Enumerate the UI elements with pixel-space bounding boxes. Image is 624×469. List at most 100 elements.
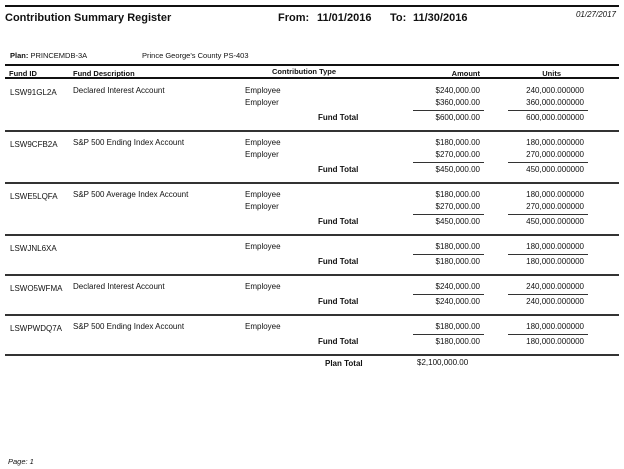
fund-group: LSW9CFB2A S&P 500 Ending Index Account Emp… [5, 132, 619, 184]
units-underline [508, 110, 588, 111]
fund-group: LSWO5WFMA Declared Interest Account Employ… [5, 276, 619, 316]
fund-id: LSWE5LQFA [10, 192, 58, 201]
amount-underline [413, 214, 484, 215]
col-amount: Amount [451, 69, 480, 78]
header-top-rule [5, 64, 619, 66]
units: 360,000.000000 [526, 98, 584, 107]
units-underline [508, 254, 588, 255]
fund-id: LSW9CFB2A [10, 140, 58, 149]
units: 240,000.000000 [526, 282, 584, 291]
run-date: 01/27/2017 [575, 10, 616, 19]
to-label: To: [390, 12, 407, 24]
fund-total-row: Fund Total $450,000.00 450,000.000000 [5, 161, 619, 176]
contribution-type: Employee [245, 282, 281, 291]
fund-total-amount: $180,000.00 [435, 337, 481, 346]
fund-total-units: 600,000.000000 [526, 113, 584, 122]
plan-info: Plan: PRINCEMDB-3A [10, 51, 87, 60]
fund-group: LSWPWDQ7A S&P 500 Ending Index Account Emp… [5, 316, 619, 356]
units: 180,000.000000 [526, 190, 584, 199]
amount-underline [413, 110, 484, 111]
plan-total-label: Plan Total [325, 359, 363, 368]
table-row: LSWO5WFMA Declared Interest Account Employ… [5, 281, 619, 293]
table-row: Employer $270,000.00 270,000.000000 [5, 149, 619, 161]
to-date: 11/30/2016 [413, 12, 468, 24]
contribution-type: Employee [245, 86, 281, 95]
fund-total-units: 180,000.000000 [526, 257, 584, 266]
header-bottom-rule [5, 77, 619, 79]
fund-total-row: Fund Total $180,000.00 180,000.000000 [5, 253, 619, 268]
col-fund-description: Fund Description [73, 69, 135, 78]
fund-total-row: Fund Total $180,000.00 180,000.000000 [5, 333, 619, 348]
amount-underline [413, 254, 484, 255]
fund-total-row: Fund Total $240,000.00 240,000.000000 [5, 293, 619, 308]
table-row: LSWJNL6XA Employee $180,000.00 180,000.0000… [5, 241, 619, 253]
table-row: Employer $360,000.00 360,000.000000 [5, 97, 619, 109]
table-row: LSW91GL2A Declared Interest Account Employ… [5, 85, 619, 97]
fund-total-units: 240,000.000000 [526, 297, 584, 306]
contribution-type: Employer [245, 150, 279, 159]
amount: $180,000.00 [435, 190, 481, 199]
units-underline [508, 294, 588, 295]
fund-total-amount: $450,000.00 [435, 165, 481, 174]
fund-id: LSWJNL6XA [10, 244, 57, 253]
contribution-type: Employer [245, 202, 279, 211]
amount-underline [413, 294, 484, 295]
plan-total-amount: $2,100,000.00 [417, 358, 469, 367]
fund-description: S&P 500 Ending Index Account [73, 138, 185, 147]
fund-total-label: Fund Total [318, 113, 359, 122]
col-fund-id: Fund ID [9, 69, 37, 78]
amount: $180,000.00 [435, 322, 481, 331]
table-row: LSWPWDQ7A S&P 500 Ending Index Account Emp… [5, 321, 619, 333]
units: 180,000.000000 [526, 138, 584, 147]
fund-total-label: Fund Total [318, 165, 359, 174]
amount: $270,000.00 [435, 202, 481, 211]
fund-group: LSWJNL6XA Employee $180,000.00 180,000.0000… [5, 236, 619, 276]
fund-total-label: Fund Total [318, 297, 359, 306]
fund-groups: LSW91GL2A Declared Interest Account Employ… [5, 80, 619, 356]
contribution-type: Employee [245, 242, 281, 251]
table-row: Employer $270,000.00 270,000.000000 [5, 201, 619, 213]
fund-total-amount: $600,000.00 [435, 113, 481, 122]
amount-underline [413, 162, 484, 163]
fund-group: LSWE5LQFA S&P 500 Average Index Account Em… [5, 184, 619, 236]
fund-id: LSWO5WFMA [10, 284, 63, 293]
page-number: Page: 1 [8, 457, 34, 466]
col-contribution-type: Contribution Type [272, 67, 337, 76]
amount-underline [413, 334, 484, 335]
fund-description: S&P 500 Average Index Account [73, 190, 189, 199]
plan-label: Plan: [10, 51, 29, 60]
contribution-type: Employee [245, 322, 281, 331]
from-label: From: [278, 12, 310, 24]
fund-total-units: 450,000.000000 [526, 165, 584, 174]
amount: $270,000.00 [435, 150, 481, 159]
fund-total-units: 450,000.000000 [526, 217, 584, 226]
fund-total-amount: $180,000.00 [435, 257, 481, 266]
units: 180,000.000000 [526, 322, 584, 331]
fund-total-units: 180,000.000000 [526, 337, 584, 346]
fund-total-label: Fund Total [318, 337, 359, 346]
units: 180,000.000000 [526, 242, 584, 251]
units: 240,000.000000 [526, 86, 584, 95]
report-title: Contribution Summary Register [5, 12, 172, 24]
plan-total-underline [413, 354, 484, 355]
fund-total-row: Fund Total $600,000.00 600,000.000000 [5, 109, 619, 124]
amount: $180,000.00 [435, 242, 481, 251]
table-row: LSW9CFB2A S&P 500 Ending Index Account Emp… [5, 137, 619, 149]
from-date: 11/01/2016 [317, 12, 372, 24]
fund-description: S&P 500 Ending Index Account [73, 322, 185, 331]
amount: $180,000.00 [435, 138, 481, 147]
contribution-type: Employer [245, 98, 279, 107]
units: 270,000.000000 [526, 202, 584, 211]
units-underline [508, 162, 588, 163]
amount: $240,000.00 [435, 282, 481, 291]
contribution-type: Employee [245, 190, 281, 199]
fund-id: LSWPWDQ7A [10, 324, 63, 333]
fund-total-amount: $240,000.00 [435, 297, 481, 306]
plan-id: PRINCEMDB-3A [30, 51, 88, 60]
fund-total-row: Fund Total $450,000.00 450,000.000000 [5, 213, 619, 228]
amount: $240,000.00 [435, 86, 481, 95]
fund-total-label: Fund Total [318, 217, 359, 226]
fund-description: Declared Interest Account [73, 282, 165, 291]
units-underline [508, 214, 588, 215]
fund-total-label: Fund Total [318, 257, 359, 266]
